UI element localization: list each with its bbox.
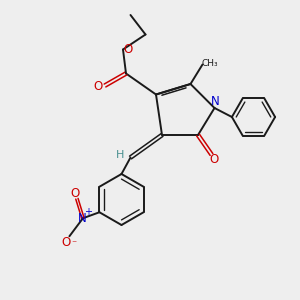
Text: O: O <box>124 43 133 56</box>
Text: O: O <box>71 187 80 200</box>
Text: O: O <box>94 80 103 94</box>
Text: O: O <box>62 236 71 249</box>
Text: CH₃: CH₃ <box>202 58 218 68</box>
Text: ⁻: ⁻ <box>71 239 76 249</box>
Text: N: N <box>211 95 220 108</box>
Text: +: + <box>84 207 92 217</box>
Text: H: H <box>116 149 124 160</box>
Text: N: N <box>78 212 86 225</box>
Text: O: O <box>210 153 219 167</box>
